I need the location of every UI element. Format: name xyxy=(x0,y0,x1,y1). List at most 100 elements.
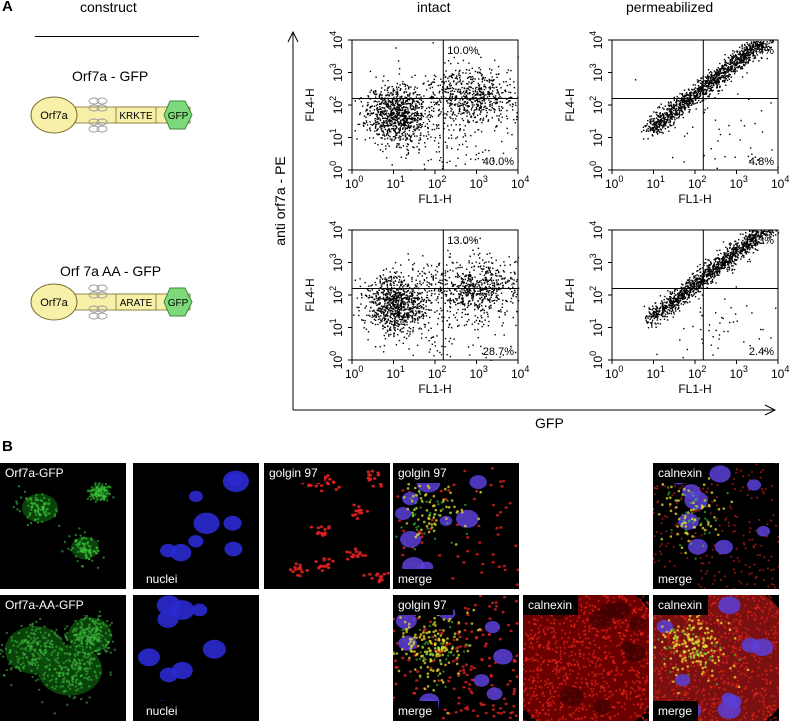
x-tick-label: 100 xyxy=(345,174,363,191)
transmembrane-helix-icon xyxy=(88,284,108,320)
x-axis-label: GFP xyxy=(535,415,564,431)
construct-1-diagram: Orf7a KRKTE GFP xyxy=(30,96,193,134)
event-dots xyxy=(634,40,779,170)
construct-2-tag: GFP xyxy=(168,298,189,309)
x-tick-label: 101 xyxy=(647,174,665,191)
lower-right-percent: 28.7% xyxy=(483,346,514,358)
construct-2-motif: ARATE xyxy=(120,298,153,309)
x-tick-label: 100 xyxy=(605,364,623,381)
x-axis-title: FL1-H xyxy=(678,382,711,396)
y-tick-label: 102 xyxy=(588,286,605,304)
event-dots xyxy=(353,237,520,361)
y-tick-label: 100 xyxy=(328,161,345,179)
micrograph-orf7a-gfp: Orf7a-GFP xyxy=(0,463,126,589)
x-axis-title: FL1-H xyxy=(418,382,451,396)
event-dots xyxy=(643,230,780,359)
x-axis-title: FL1-H xyxy=(678,192,711,206)
construct-2-diagram: Orf7a ARATE GFP xyxy=(30,283,193,321)
micrograph-caption: merge xyxy=(393,569,439,589)
y-tick-label: 102 xyxy=(328,286,345,304)
construct-2-domain: Orf7a xyxy=(40,297,68,309)
flow-plot-perm-wt: 36.4% 4.8% 100 101 102 103 104 100 101 102 103 104 F… xyxy=(563,31,789,206)
x-tick-label: 103 xyxy=(470,174,488,191)
y-axis-title: FL4-H xyxy=(303,278,317,311)
x-tick-label: 102 xyxy=(688,364,706,381)
micrograph-label: calnexin xyxy=(653,463,709,483)
micrograph-label: golgin 97 xyxy=(393,595,453,615)
micrograph-caption: nuclei xyxy=(141,701,184,721)
x-tick-label: 102 xyxy=(428,174,446,191)
x-tick-label: 103 xyxy=(730,174,748,191)
panel-a-axes xyxy=(287,30,777,416)
upper-right-percent: 13.0% xyxy=(447,235,478,247)
lower-right-percent: 40.0% xyxy=(483,156,514,168)
x-tick-label: 100 xyxy=(605,174,623,191)
lower-right-percent: 2.4% xyxy=(749,346,774,358)
construct-1-title: Orf7a - GFP xyxy=(72,68,149,84)
transmembrane-helix-icon xyxy=(88,97,108,133)
x-tick-label: 104 xyxy=(511,174,529,191)
construct-1-tag: GFP xyxy=(168,111,189,122)
micrograph-label: Orf7a-AA-GFP xyxy=(0,595,90,615)
lower-right-percent: 4.8% xyxy=(749,156,774,168)
y-tick-label: 100 xyxy=(588,351,605,369)
plot-frame xyxy=(611,229,779,361)
y-tick-label: 101 xyxy=(588,318,605,336)
x-tick-label: 104 xyxy=(511,364,529,381)
micrograph-golgin-merge: golgin 97 merge xyxy=(393,595,519,721)
y-axis-label: anti orf7a - PE xyxy=(272,156,288,246)
y-tick-label: 101 xyxy=(328,318,345,336)
y-tick-label: 104 xyxy=(328,221,345,239)
flow-plot-perm-aa: 34.3% 2.4% 100 101 102 103 104 100 101 102 103 104 F… xyxy=(563,221,789,396)
x-tick-label: 103 xyxy=(730,364,748,381)
event-dots xyxy=(354,42,519,171)
micrograph-caption: merge xyxy=(393,701,439,721)
y-tick-label: 104 xyxy=(588,221,605,239)
x-tick-label: 103 xyxy=(470,364,488,381)
micrograph-calnexin: calnexin xyxy=(523,595,649,721)
y-tick-label: 103 xyxy=(588,63,605,81)
upper-right-percent: 34.3% xyxy=(743,235,774,247)
y-tick-label: 104 xyxy=(328,31,345,49)
micrograph-nuclei: nuclei xyxy=(133,595,259,721)
y-tick-label: 102 xyxy=(588,96,605,114)
y-tick-label: 101 xyxy=(328,128,345,146)
y-tick-label: 103 xyxy=(588,253,605,271)
y-tick-label: 103 xyxy=(328,253,345,271)
construct-1-domain: Orf7a xyxy=(40,110,68,122)
x-tick-label: 104 xyxy=(771,364,789,381)
x-axis-title: FL1-H xyxy=(418,192,451,206)
micrograph-caption: merge xyxy=(653,701,699,721)
y-tick-label: 101 xyxy=(588,128,605,146)
micrograph-label: calnexin xyxy=(523,595,579,615)
micrograph-orf7a-aa-gfp: Orf7a-AA-GFP xyxy=(0,595,126,721)
intact-header: intact xyxy=(417,0,451,15)
panel-b-letter: B xyxy=(2,438,13,455)
upper-right-percent: 10.0% xyxy=(447,45,478,57)
micrograph-calnexin-merge: calnexin merge xyxy=(653,463,779,589)
micrograph-label: golgin 97 xyxy=(264,463,324,483)
flow-plot-intact-wt: 10.0% 40.0% 100 101 102 103 104 100 101 102 103 104… xyxy=(303,31,529,206)
micrograph-label: Orf7a-GFP xyxy=(0,463,70,483)
construct-header-rule xyxy=(35,36,199,37)
y-tick-label: 100 xyxy=(328,351,345,369)
micrograph-golgin: golgin 97 xyxy=(264,463,390,589)
flow-plot-intact-aa: 13.0% 28.7% 100 101 102 103 104 100 101 102 103 104… xyxy=(303,221,529,396)
y-tick-label: 100 xyxy=(588,161,605,179)
y-axis-title: FL4-H xyxy=(563,278,577,311)
micrograph-label: calnexin xyxy=(653,595,709,615)
x-tick-label: 104 xyxy=(771,174,789,191)
construct-1-motif: KRKTE xyxy=(119,111,153,122)
micrograph-caption: merge xyxy=(653,569,699,589)
x-tick-label: 101 xyxy=(647,364,665,381)
construct-2-title: Orf 7a AA - GFP xyxy=(60,263,162,279)
x-tick-label: 101 xyxy=(387,174,405,191)
panel-a-letter: A xyxy=(2,0,13,15)
x-tick-label: 102 xyxy=(428,364,446,381)
micrograph-nuclei: nuclei xyxy=(133,463,259,589)
y-axis-title: FL4-H xyxy=(303,88,317,121)
x-tick-label: 102 xyxy=(688,174,706,191)
micrograph-caption: nuclei xyxy=(141,569,184,589)
micrograph-label: golgin 97 xyxy=(393,463,453,483)
permeabilized-header: permeabilized xyxy=(626,0,714,15)
